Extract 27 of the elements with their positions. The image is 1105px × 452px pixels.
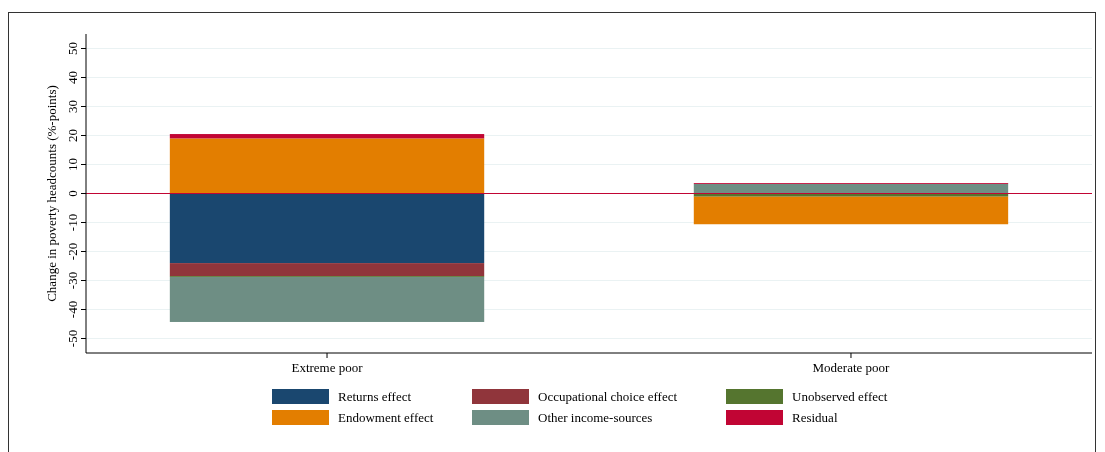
bar <box>169 193 485 264</box>
bar <box>693 196 1009 225</box>
bar <box>169 138 485 194</box>
y-tick-label: 50 <box>65 42 80 55</box>
y-tick-label: -50 <box>65 329 80 348</box>
y-tick-label: 20 <box>65 129 80 142</box>
y-tick-label: -10 <box>65 213 80 232</box>
y-tick-label: 10 <box>65 158 80 171</box>
y-tick-label: -40 <box>65 300 80 319</box>
x-tick-label: Moderate poor <box>812 360 891 375</box>
bar <box>169 277 485 322</box>
legend-label: Residual <box>792 410 838 425</box>
bar <box>169 134 485 139</box>
legend-label: Returns effect <box>338 389 412 404</box>
legend-label: Endowment effect <box>338 410 434 425</box>
legend-label: Occupational choice effect <box>538 389 678 404</box>
x-tick-label: Extreme poor <box>291 360 364 375</box>
legend-label: Unobserved effect <box>792 389 888 404</box>
legend-label: Other income-sources <box>538 410 653 425</box>
y-axis-title: Change in poverty headcounts (%-points) <box>44 85 59 302</box>
bar <box>169 263 485 277</box>
y-tick-label: -20 <box>65 242 80 261</box>
y-tick-label: 0 <box>65 190 80 197</box>
y-tick-label: 40 <box>65 71 80 84</box>
bar <box>693 183 1009 194</box>
y-tick-label: -30 <box>65 271 80 290</box>
y-tick-label: 30 <box>65 100 80 113</box>
